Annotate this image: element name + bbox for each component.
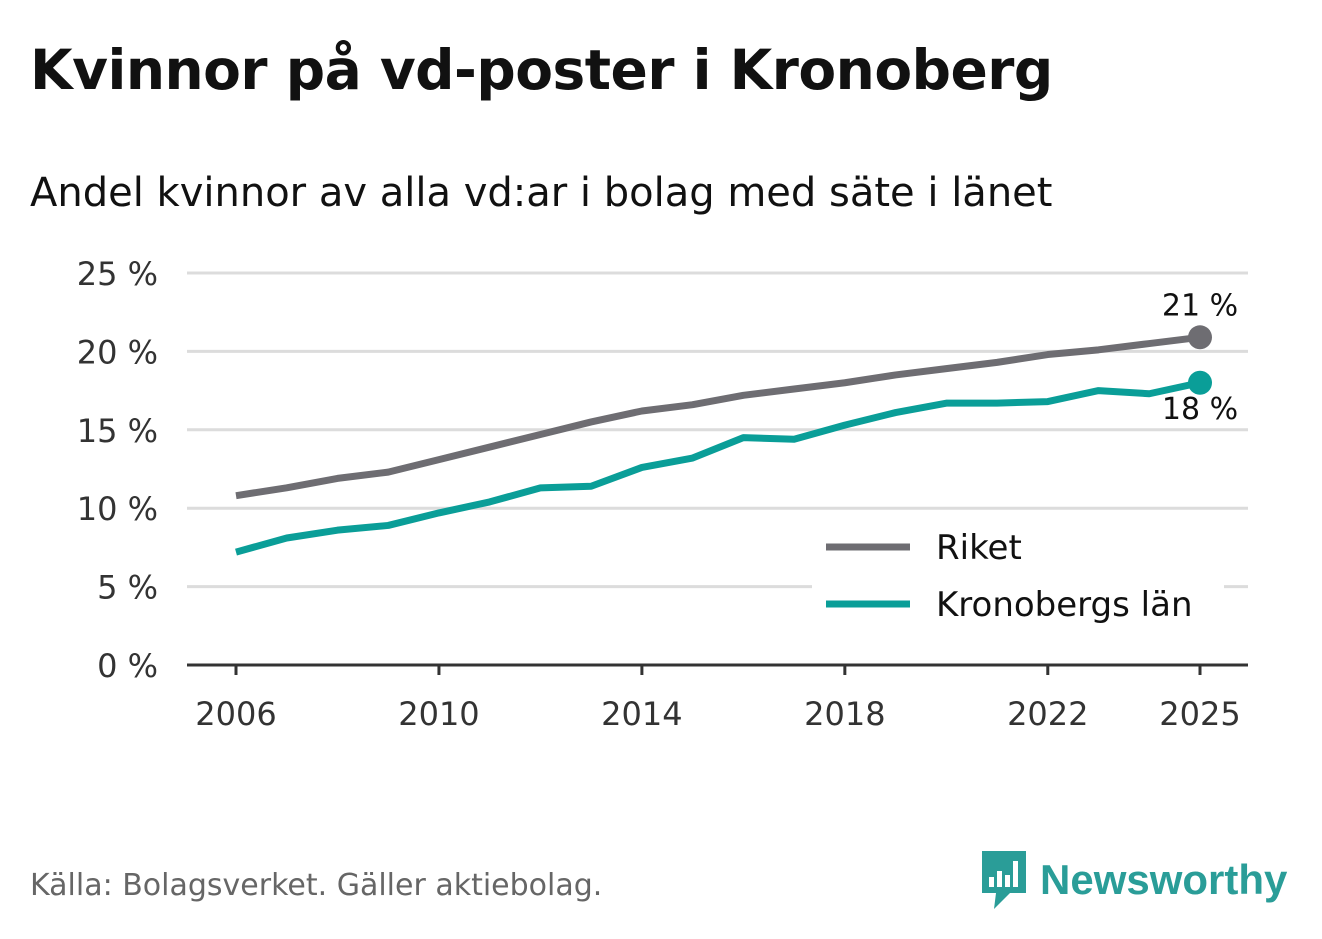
legend-background [812,516,1224,632]
y-tick-label: 15 % [77,412,158,450]
series-line [235,379,1201,556]
legend: Riket Kronobergs län [812,516,1224,632]
x-axis: 2006 2010 2014 2018 2022 2025 [187,663,1248,733]
x-tick-label: 2018 [804,695,885,733]
y-tick-label: 20 % [77,333,158,371]
x-tick-label: 2014 [601,695,682,733]
brand-name: Newsworthy [1040,856,1288,903]
legend-label: Riket [936,528,1022,568]
end-value-label: 21 % [1162,288,1238,323]
x-tick-label: 2025 [1159,695,1240,733]
series-line [235,333,1201,500]
series-endpoint [1188,370,1212,395]
x-tick-label: 2022 [1007,695,1088,733]
newsworthy-logo-icon [982,851,1026,909]
y-tick-label: 25 % [77,255,158,293]
series-endpoint [1188,325,1212,350]
chart-title: Kvinnor på vd-poster i Kronoberg [30,38,1053,102]
source-note: Källa: Bolagsverket. Gäller aktiebolag. [30,868,603,903]
end-value-label: 18 % [1162,392,1238,427]
y-tick-label: 0 % [97,647,158,685]
y-tick-label: 5 % [97,569,158,607]
legend-label: Kronobergs län [936,585,1193,625]
y-axis: 0 % 5 % 10 % 15 % 20 % 25 % [77,255,158,685]
series-group: 21 % 18 % [235,288,1238,556]
y-tick-label: 10 % [77,490,158,528]
chart-subtitle: Andel kvinnor av alla vd:ar i bolag med … [30,170,1053,216]
brand-logo: Newsworthy [980,848,1287,912]
x-tick-label: 2006 [195,695,276,733]
x-tick-label: 2010 [398,695,479,733]
